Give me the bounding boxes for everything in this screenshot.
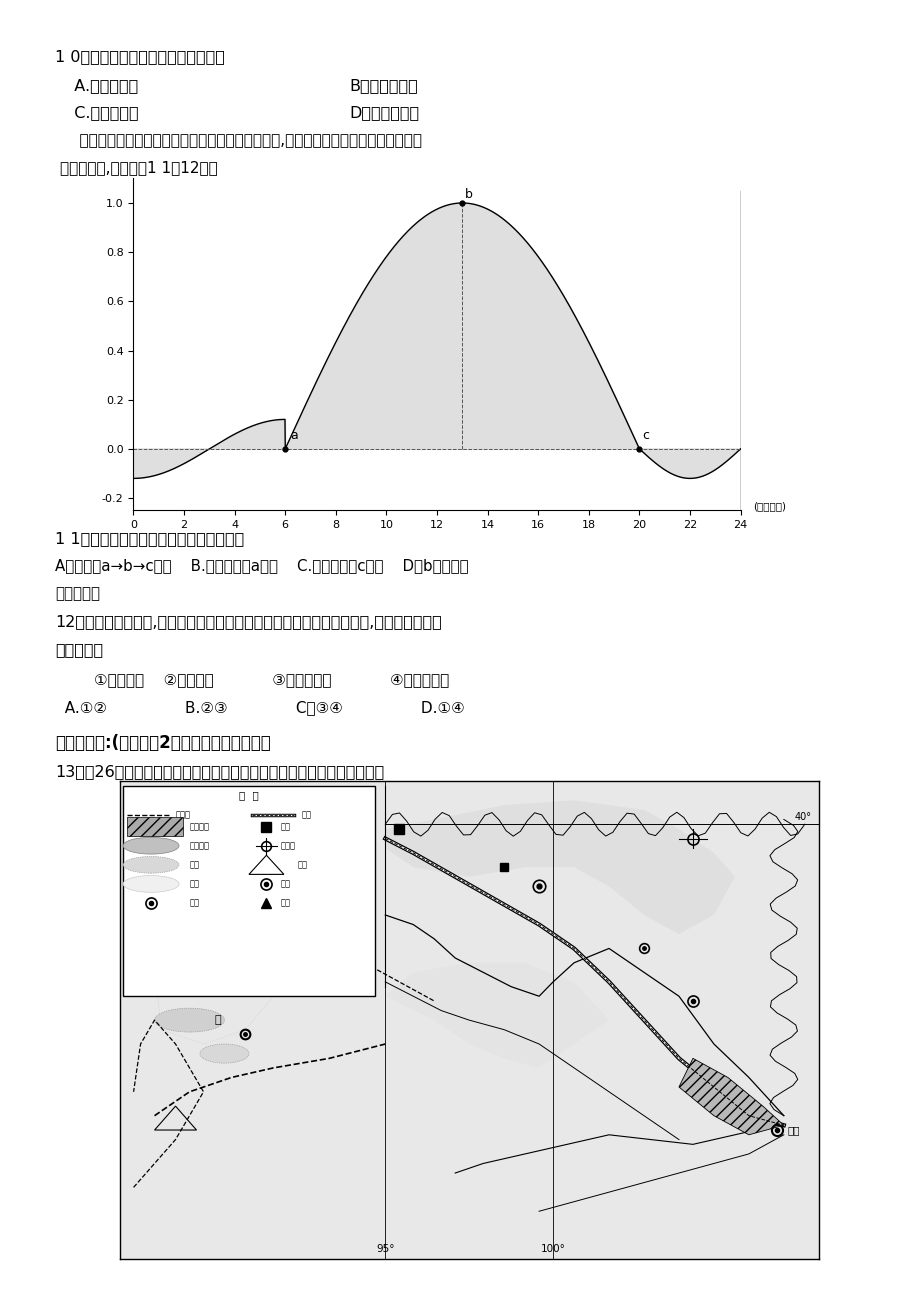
Text: 钾盐: 钾盐 bbox=[298, 861, 308, 870]
Ellipse shape bbox=[123, 857, 179, 874]
Text: c: c bbox=[641, 428, 648, 441]
Text: ①昼长因素    ②地面辐射            ③大气的散射            ④大气逆辐射: ①昼长因素 ②地面辐射 ③大气的散射 ④大气逆辐射 bbox=[55, 672, 449, 687]
Text: 河流湖泊: 河流湖泊 bbox=[189, 841, 210, 850]
Text: A．昼长为a→b→c时段    B.日出发生在a之前    C.日落发生在c之后    D．b为一天中: A．昼长为a→b→c时段 B.日出发生在a之前 C.日落发生在c之后 D．b为一… bbox=[55, 559, 469, 574]
Text: 95°: 95° bbox=[376, 1245, 394, 1254]
Text: 兰州新区: 兰州新区 bbox=[189, 822, 210, 831]
Text: 气温最高时: 气温最高时 bbox=[55, 586, 100, 602]
Text: B．居民住宅区: B．居民住宅区 bbox=[349, 78, 418, 94]
Text: a: a bbox=[290, 428, 298, 441]
Ellipse shape bbox=[123, 837, 179, 854]
Bar bbox=[127, 818, 182, 836]
Text: 物体收入辐射能与支出辐射能的差值称为辐射差额,下图为上海某日某地地面辐射差额: 物体收入辐射能与支出辐射能的差值称为辐射差额,下图为上海某日某地地面辐射差额 bbox=[60, 133, 421, 148]
Text: 沙漠: 沙漠 bbox=[189, 879, 199, 888]
Polygon shape bbox=[385, 962, 608, 1068]
Text: 煤矿: 煤矿 bbox=[280, 822, 290, 831]
Text: 盐湖: 盐湖 bbox=[189, 861, 199, 870]
Text: 40°: 40° bbox=[794, 812, 811, 822]
Ellipse shape bbox=[123, 875, 179, 892]
Polygon shape bbox=[678, 1059, 783, 1135]
Ellipse shape bbox=[154, 1008, 224, 1032]
Text: A.中心商务区: A.中心商务区 bbox=[64, 78, 139, 94]
Text: 石油: 石油 bbox=[280, 898, 290, 907]
Text: 银矿: 银矿 bbox=[280, 879, 290, 888]
Text: 铅锌矿: 铅锌矿 bbox=[280, 841, 295, 850]
Text: 1 1．下列有关该地该日的说法最也许的是: 1 1．下列有关该地该日的说法最也许的是 bbox=[55, 531, 244, 547]
Text: 12．从图中可以发现,该地该日正值区阴影面积远不小于负值区阴影面积,导致这种现象的: 12．从图中可以发现,该地该日正值区阴影面积远不小于负值区阴影面积,导致这种现象… bbox=[55, 615, 441, 630]
Text: 兰州: 兰州 bbox=[787, 1125, 799, 1135]
Text: 原铁路: 原铁路 bbox=[176, 810, 190, 819]
Text: 二、综合题:(本大题共2个小题，合计５２分）: 二、综合题:(本大题共2个小题，合计５２分） bbox=[55, 734, 271, 753]
Text: A.①②                B.②③              C．③④                D.①④: A.①② B.②③ C．③④ D.①④ bbox=[55, 700, 464, 716]
FancyBboxPatch shape bbox=[123, 786, 374, 996]
Text: 甲: 甲 bbox=[214, 1016, 221, 1025]
Text: 100°: 100° bbox=[540, 1245, 565, 1254]
Text: 高铁: 高铁 bbox=[301, 810, 311, 819]
Text: 图  例: 图 例 bbox=[239, 790, 258, 801]
Text: 的日变化图,读图回答1 1～12题。: 的日变化图,读图回答1 1～12题。 bbox=[60, 160, 217, 176]
Text: (北京时间): (北京时间) bbox=[753, 501, 786, 512]
Text: 1 0．新建轨道交通的沿线最也许浮现: 1 0．新建轨道交通的沿线最也许浮现 bbox=[55, 49, 225, 65]
Polygon shape bbox=[154, 948, 273, 1044]
Text: b: b bbox=[464, 187, 472, 201]
Text: 省会: 省会 bbox=[189, 898, 199, 907]
Text: C.大型工业区: C.大型工业区 bbox=[64, 105, 139, 121]
Text: D．都市绿化带: D．都市绿化带 bbox=[349, 105, 419, 121]
Ellipse shape bbox=[199, 1044, 249, 1064]
Polygon shape bbox=[385, 801, 734, 934]
Text: 13．（26分）下图为国内西部部分区域示意图，读下图文材料回答问题。: 13．（26分）下图为国内西部部分区域示意图，读下图文材料回答问题。 bbox=[55, 764, 384, 780]
Text: 影响因素有: 影响因素有 bbox=[55, 642, 103, 658]
